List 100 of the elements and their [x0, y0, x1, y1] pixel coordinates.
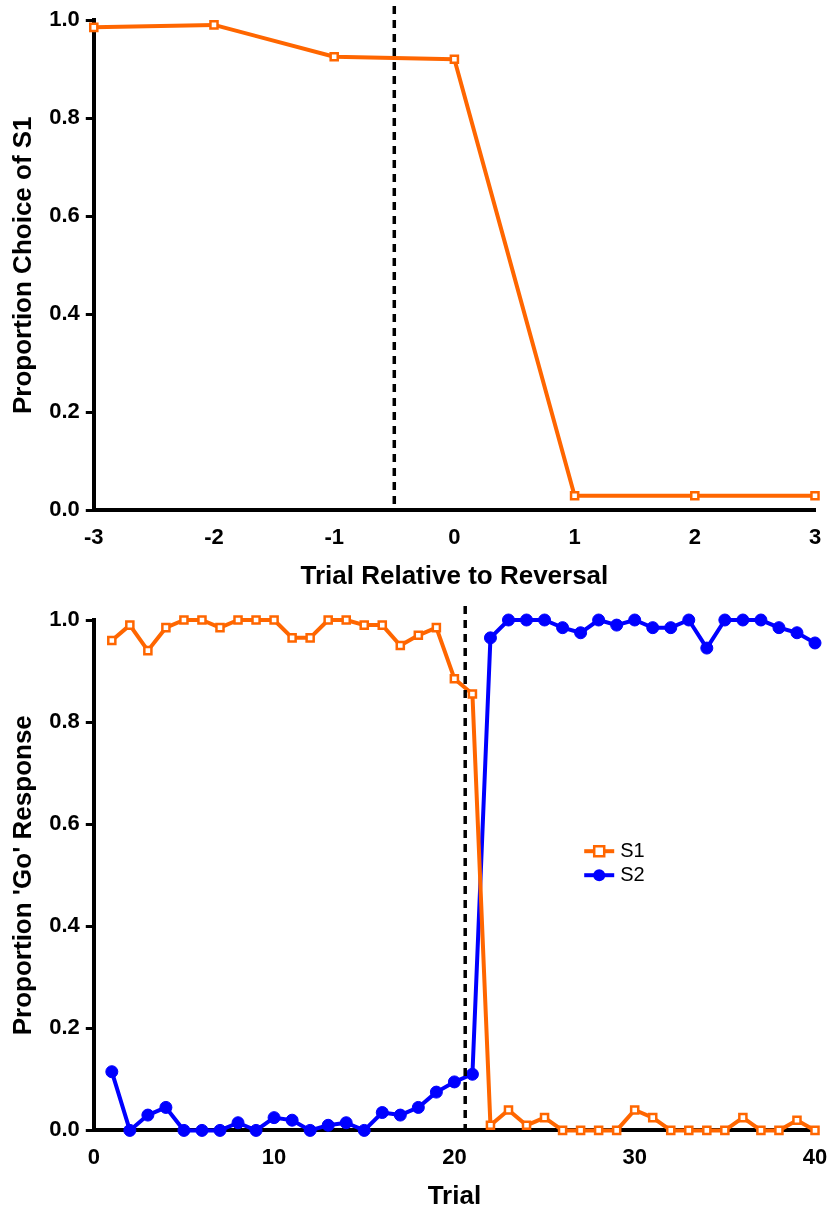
point	[429, 1085, 443, 1099]
point	[611, 1125, 622, 1136]
point	[756, 1125, 766, 1136]
x-tick-label: 10	[261, 1143, 287, 1169]
y-tick-label: 0.2	[49, 1014, 80, 1040]
point	[665, 1125, 676, 1136]
point	[123, 1123, 137, 1137]
x-tick-label: 0	[448, 523, 461, 549]
point	[267, 1111, 281, 1125]
point	[690, 490, 700, 501]
y-tick-label: 1.0	[49, 6, 80, 32]
point	[375, 1106, 389, 1120]
point	[143, 645, 153, 656]
point	[808, 636, 822, 650]
x-tick-label: -1	[324, 523, 344, 549]
point	[377, 620, 388, 630]
point	[790, 626, 804, 640]
point	[251, 615, 261, 625]
point	[557, 1125, 568, 1136]
point	[323, 615, 333, 625]
point	[792, 1115, 802, 1125]
x-tick-label: 20	[442, 1143, 467, 1169]
point	[285, 1113, 299, 1127]
y-tick-label: 0.6	[49, 202, 80, 228]
point	[772, 621, 786, 635]
y-tick-label: 0.6	[49, 810, 80, 836]
x-tick-label: 30	[622, 1143, 647, 1169]
x-tick-label: 3	[808, 523, 822, 549]
point	[197, 615, 207, 625]
point	[179, 615, 189, 625]
point	[431, 622, 442, 633]
legend-label: S1	[620, 838, 645, 861]
point	[233, 615, 243, 625]
y-axis-title: Proportion 'Go' Response	[6, 715, 37, 1036]
point	[209, 20, 219, 30]
point	[393, 1108, 407, 1122]
point	[329, 51, 339, 62]
y-tick-label: 1.0	[49, 606, 80, 632]
point	[467, 689, 478, 699]
y-tick-label: 0.8	[49, 104, 80, 130]
point	[538, 613, 552, 627]
point	[810, 490, 820, 501]
point	[287, 633, 297, 643]
point	[485, 1120, 496, 1131]
point	[684, 1125, 694, 1136]
point	[810, 1125, 820, 1136]
point	[269, 615, 279, 625]
point	[105, 1065, 119, 1079]
point	[447, 1075, 461, 1089]
point	[215, 622, 225, 633]
x-tick-label: 2	[688, 523, 701, 549]
point	[774, 1125, 784, 1136]
point	[125, 620, 135, 630]
point	[231, 1116, 245, 1130]
point	[161, 622, 171, 633]
point	[682, 613, 696, 627]
point	[195, 1123, 209, 1137]
point	[321, 1118, 335, 1132]
point	[718, 613, 732, 627]
point	[539, 1112, 550, 1123]
point	[754, 613, 768, 627]
point	[592, 613, 606, 627]
y-tick-label: 0.4	[49, 300, 81, 326]
point	[357, 1123, 371, 1137]
point	[141, 1108, 155, 1122]
point	[177, 1123, 191, 1137]
point	[465, 1067, 479, 1081]
x-axis-title: Trial Relative to Reversal	[300, 559, 609, 590]
point	[159, 1100, 173, 1114]
point	[341, 615, 351, 625]
point	[610, 618, 624, 632]
point	[411, 1100, 425, 1114]
y-tick-label: 0.0	[49, 496, 80, 522]
point	[359, 620, 370, 630]
point	[556, 621, 570, 635]
point	[700, 641, 714, 655]
y-tick-label: 0.0	[49, 1116, 80, 1142]
point	[720, 1125, 730, 1136]
y-axis-title: Proportion Choice of S1	[6, 116, 37, 414]
y-tick-label: 0.8	[49, 708, 80, 734]
point	[647, 1112, 658, 1123]
point	[521, 1120, 532, 1131]
point	[664, 621, 678, 635]
point	[449, 673, 460, 684]
point	[213, 1123, 227, 1137]
point	[305, 633, 315, 643]
point	[395, 640, 406, 651]
x-tick-label: -3	[84, 523, 104, 549]
x-axis-title: Trial	[427, 1179, 482, 1210]
point	[501, 613, 515, 627]
point	[628, 613, 642, 627]
point	[520, 613, 534, 627]
point	[629, 1105, 640, 1115]
point	[569, 490, 580, 501]
point	[249, 1123, 263, 1137]
point	[413, 630, 424, 641]
point	[702, 1125, 712, 1136]
x-tick-label: 40	[802, 1143, 828, 1169]
point	[339, 1116, 353, 1130]
point	[89, 22, 99, 33]
